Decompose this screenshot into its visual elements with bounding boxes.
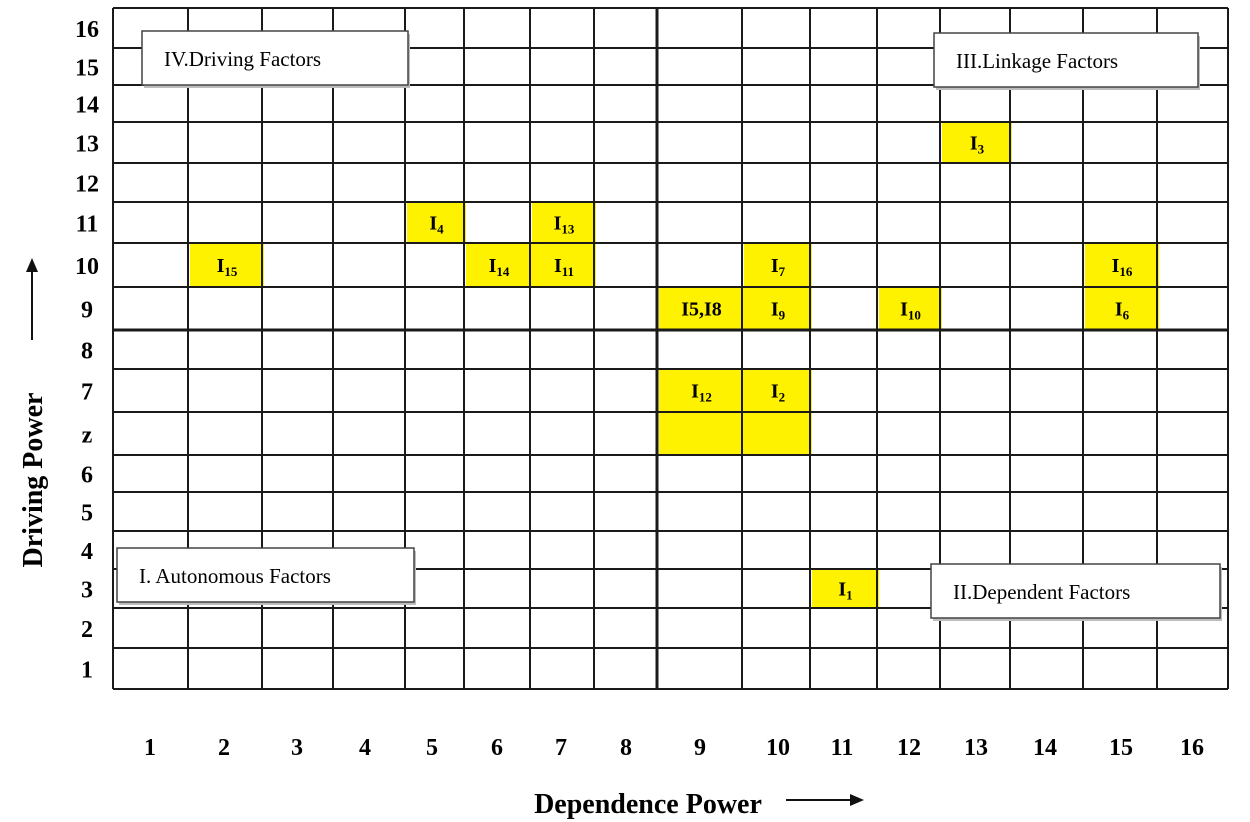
quadrant-label-driving: IV.Driving Factors (164, 47, 321, 71)
x-tick-label-1: 2 (218, 735, 230, 761)
y-tick-label-6: 10 (75, 254, 99, 280)
x-tick-label-4: 5 (426, 735, 438, 761)
quadrant-label-linkage: III.Linkage Factors (956, 49, 1118, 73)
x-tick-label-7: 8 (620, 735, 632, 761)
x-tick-label-10: 11 (831, 735, 854, 761)
x-tick-label-5: 6 (491, 735, 503, 761)
quadrant-label-autonomous: I. Autonomous Factors (139, 564, 331, 588)
highlight-cell-9 (659, 287, 744, 330)
highlight-cell-17 (812, 569, 879, 608)
y-axis-arrow (26, 258, 38, 340)
highlight-cell-8 (1085, 243, 1159, 287)
quadrant-label-dependent: II.Dependent Factors (953, 580, 1130, 604)
y-tick-label-14: 3 (81, 578, 93, 604)
cell-label-9: I5,I8 (681, 299, 722, 321)
y-tick-label-4: 12 (75, 172, 99, 198)
x-axis-title: Dependence Power (534, 789, 762, 820)
y-tick-label-16: 1 (81, 658, 93, 684)
y-tick-label-2: 14 (75, 93, 99, 119)
y-tick-label-5: 11 (76, 212, 99, 238)
y-tick-label-7: 9 (81, 298, 93, 324)
highlight-cell-13 (659, 369, 744, 412)
highlight-cell-7 (744, 243, 812, 287)
quadrant-box-autonomous (116, 547, 415, 603)
highlighted-cells (190, 122, 1159, 608)
highlight-cell-5 (466, 243, 532, 287)
y-tick-label-11: 6 (81, 463, 93, 489)
highlight-cell-4 (190, 243, 264, 287)
y-tick-label-9: 7 (81, 380, 93, 406)
y-tick-label-10: z (82, 423, 93, 449)
x-tick-label-14: 15 (1109, 735, 1133, 761)
highlight-cell-15 (659, 412, 744, 455)
x-tick-label-9: 10 (766, 735, 790, 761)
x-tick-label-13: 14 (1033, 735, 1057, 761)
y-tick-label-15: 2 (81, 617, 93, 643)
quadrant-box-driving (141, 30, 409, 86)
highlight-cell-6 (532, 243, 596, 287)
highlight-cell-14 (744, 369, 812, 412)
y-tick-label-12: 5 (81, 501, 93, 527)
y-tick-label-1: 15 (75, 56, 99, 82)
x-tick-label-0: 1 (144, 735, 156, 761)
highlight-cell-16 (744, 412, 812, 455)
x-tick-label-15: 16 (1180, 735, 1204, 761)
y-tick-label-3: 13 (75, 132, 99, 158)
x-tick-label-6: 7 (555, 735, 567, 761)
y-axis-title: Driving Power (18, 393, 49, 568)
quadrant-box-dependent (930, 563, 1221, 619)
x-tick-label-12: 13 (964, 735, 988, 761)
y-tick-label-0: 16 (75, 17, 99, 43)
quadrant-box-linkage (933, 32, 1199, 88)
x-tick-label-8: 9 (694, 735, 706, 761)
y-tick-label-8: 8 (81, 339, 93, 365)
x-tick-label-3: 4 (359, 735, 371, 761)
y-tick-label-13: 4 (81, 539, 93, 565)
x-tick-label-11: 12 (897, 735, 921, 761)
x-tick-label-2: 3 (291, 735, 303, 761)
x-axis-arrow (786, 794, 864, 806)
highlight-cell-1 (942, 122, 1012, 163)
highlight-cell-3 (532, 202, 596, 243)
highlight-cell-10 (744, 287, 812, 330)
highlight-cell-2 (407, 202, 466, 243)
highlight-cell-11 (879, 287, 942, 330)
highlight-cell-12 (1085, 287, 1159, 330)
quadrant-labels: IV.Driving Factors III.Linkage Factors I. … (116, 30, 1222, 621)
